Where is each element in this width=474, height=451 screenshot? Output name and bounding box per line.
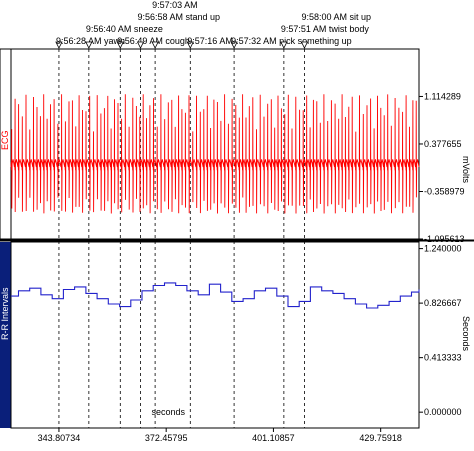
x-tick-label: 429.75918 <box>359 433 402 443</box>
ecg-channel-label: ECG <box>0 130 10 150</box>
event-label: 9:57:16 AM <box>187 36 233 46</box>
ecg-trace <box>10 94 420 214</box>
event-label: 9:57:03 AM <box>152 0 198 10</box>
event-label: 9:56:28 AM yawn <box>56 36 125 46</box>
event-marker-triangle[interactable] <box>300 41 309 49</box>
rr-y-tick-label: 0.413333 <box>424 353 462 363</box>
event-marker-triangle[interactable] <box>280 41 288 49</box>
rr-y-tick-label: 0.826667 <box>424 298 462 308</box>
x-tick-label: 343.80734 <box>38 433 81 443</box>
event-label: 9:57:32 AM pick something up <box>231 36 352 46</box>
ecg-y-tick-label: -0.358979 <box>424 186 465 196</box>
event-label: 9:56:58 AM stand up <box>138 12 221 22</box>
event-label: 9:57:51 AM twist body <box>281 24 370 34</box>
rr-channel-label: R-R Intervals <box>0 287 10 340</box>
event-marker-triangle[interactable] <box>136 41 145 49</box>
rr-interval-series <box>11 282 420 309</box>
rr-plot-frame <box>10 241 420 429</box>
event-marker-triangle[interactable] <box>151 41 159 49</box>
rr-y-tick-label: 1.240000 <box>424 244 462 254</box>
x-axis-title: seconds <box>151 407 185 417</box>
x-tick-label: 372.45795 <box>145 433 188 443</box>
ecg-unit-label: mVolts <box>461 156 471 184</box>
rr-y-tick-label: 0.000000 <box>424 407 462 417</box>
event-label: 9:56:49 AM cough <box>117 36 190 46</box>
ecg-y-tick-label: 1.114289 <box>424 91 461 101</box>
event-marker-triangle[interactable] <box>230 41 238 49</box>
event-marker-triangle[interactable] <box>55 41 63 49</box>
ecg-y-tick-label: 0.377655 <box>424 139 462 149</box>
rr-channel-sidebar[interactable] <box>0 242 11 428</box>
event-marker-triangle[interactable] <box>186 41 194 49</box>
event-marker-triangle[interactable] <box>116 41 124 49</box>
event-marker-triangle[interactable] <box>85 41 93 49</box>
ecg-y-tick-label: -1.095613 <box>424 234 465 244</box>
x-tick-label: 401.10857 <box>252 433 295 443</box>
rr-unit-label: Seconds <box>461 316 471 352</box>
event-label: 9:58:00 AM sit up <box>301 12 371 22</box>
event-label: 9:56:40 AM sneeze <box>86 24 163 34</box>
